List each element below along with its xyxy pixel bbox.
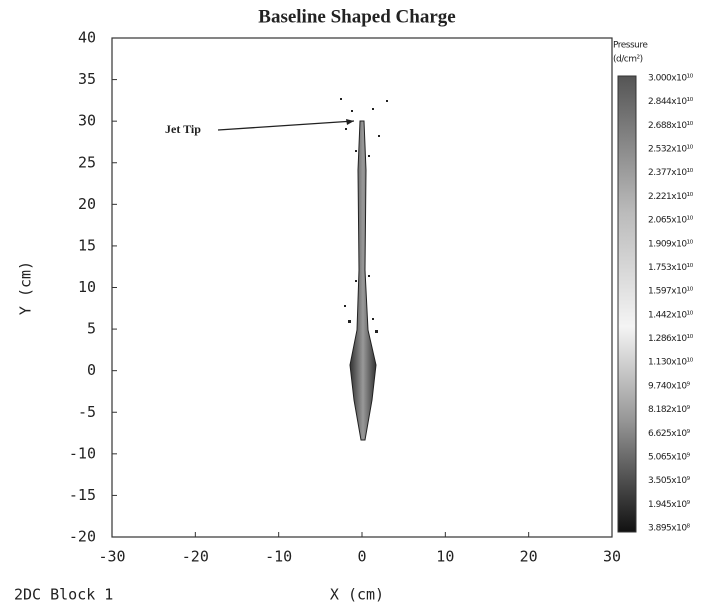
x-tick-label: 10	[436, 548, 454, 566]
colorbar-label: 1.130x10¹⁰	[648, 358, 694, 368]
y-tick-label: -10	[69, 444, 96, 462]
colorbar-label: 2.377x10¹⁰	[648, 168, 694, 178]
colorbar-label: 3.505x10⁹	[648, 476, 691, 486]
x-tick-label: -10	[265, 548, 292, 566]
colorbar-label: 2.532x10¹⁰	[648, 145, 694, 155]
jet	[340, 98, 388, 441]
colorbar-label: 1.753x10¹⁰	[648, 263, 694, 273]
footer: 2DC Block 1	[14, 586, 113, 604]
colorbar-label: 1.442x10¹⁰	[648, 310, 694, 320]
colorbar-label: 1.597x10¹⁰	[648, 287, 694, 297]
y-tick-label: 20	[78, 195, 96, 213]
colorbar-title: Pressure	[613, 41, 648, 51]
colorbar-label: 1.945x10⁹	[648, 500, 691, 510]
colorbar-label: 9.740x10⁹	[648, 381, 691, 391]
y-tick-label: 0	[87, 361, 96, 379]
colorbar-label: 8.182x10⁹	[648, 405, 691, 415]
x-tick-label: 20	[520, 548, 538, 566]
arrow-head	[346, 119, 354, 125]
y-tick-label: 30	[78, 112, 96, 130]
chart-title: Baseline Shaped Charge	[258, 6, 455, 27]
annotation: Jet Tip	[165, 122, 201, 136]
colorbar-unit: (d/cm²)	[613, 55, 643, 65]
x-tick-label: -30	[98, 548, 125, 566]
y-tick-label: 25	[78, 153, 96, 171]
colorbar	[617, 75, 637, 533]
colorbar-label: 3.000x10¹⁰	[648, 74, 694, 84]
x-tick-label: 30	[603, 548, 621, 566]
colorbar-label: 2.844x10¹⁰	[648, 97, 694, 107]
colorbar-label: 2.221x10¹⁰	[648, 192, 694, 202]
x-axis-label: X (cm)	[330, 586, 384, 604]
y-axis-label: Y (cm)	[17, 261, 35, 315]
colorbar-label: 3.895x10⁸	[648, 524, 691, 534]
colorbar-label: 2.065x10¹⁰	[648, 216, 694, 226]
x-tick-label: 0	[357, 548, 366, 566]
colorbar-label: 2.688x10¹⁰	[648, 121, 694, 131]
colorbar-label: 5.065x10⁹	[648, 452, 691, 462]
y-tick-label: -5	[78, 403, 96, 421]
y-tick-label: 15	[78, 236, 96, 254]
y-tick-label: 10	[78, 278, 96, 296]
y-tick-label: 40	[78, 29, 96, 47]
y-tick-label: 5	[87, 320, 96, 338]
colorbar-label: 1.909x10¹⁰	[648, 239, 694, 249]
colorbar-label: 6.625x10⁹	[648, 429, 691, 439]
y-tick-label: -20	[69, 528, 96, 546]
x-tick-label: -20	[182, 548, 209, 566]
colorbar-label: 1.286x10¹⁰	[648, 334, 694, 344]
annotation-arrow	[217, 120, 355, 131]
y-tick-label: -15	[69, 486, 96, 504]
y-tick-label: 35	[78, 70, 96, 88]
